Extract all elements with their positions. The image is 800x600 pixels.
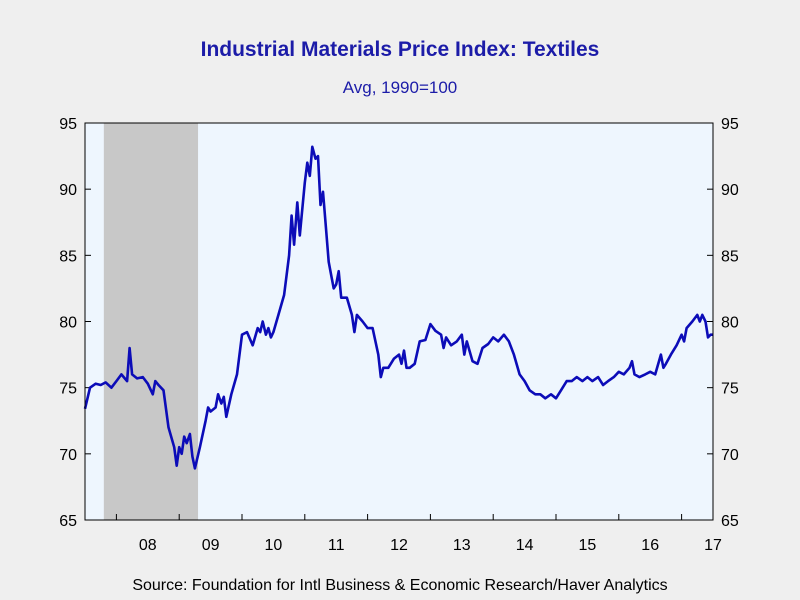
recession-band [103, 123, 199, 520]
y-tick-label-left: 65 [59, 513, 77, 530]
x-tick-label: 17 [704, 537, 722, 554]
chart-subtitle: Avg, 1990=100 [342, 78, 458, 97]
chart-title: Industrial Materials Price Index: Textil… [200, 38, 600, 61]
y-tick-label-left: 80 [59, 315, 77, 332]
x-tick-label: 16 [641, 537, 659, 554]
y-tick-label-left: 90 [59, 182, 77, 199]
y-tick-label-left: 75 [59, 381, 77, 398]
y-tick-label-left: 85 [59, 248, 77, 265]
y-tick-label-right: 75 [721, 381, 739, 398]
x-tick-label: 12 [390, 537, 408, 554]
axis-labels: 65 65 70 70 75 75 80 80 85 85 90 90 95 95 08 09 10 11 12 13… [59, 116, 739, 554]
plot-border [84, 122, 714, 521]
y-tick-label-right: 95 [721, 116, 739, 133]
x-tick-label: 08 [139, 537, 157, 554]
y-tick-label-right: 80 [721, 315, 739, 332]
source-note: Source: Foundation for Intl Business & E… [132, 577, 668, 594]
series-line [83, 145, 713, 470]
x-tick-label: 15 [579, 537, 597, 554]
y-tick-label-right: 85 [721, 248, 739, 265]
x-tick-label: 13 [453, 537, 471, 554]
x-tick-label: 14 [516, 537, 534, 554]
y-tick-label-right: 65 [721, 513, 739, 530]
y-tick-label-left: 70 [59, 447, 77, 464]
y-tick-label-left: 95 [59, 116, 77, 133]
x-tick-label: 09 [202, 537, 220, 554]
y-tick-label-right: 70 [721, 447, 739, 464]
x-tick-label: 11 [328, 537, 345, 554]
y-tick-label-right: 90 [721, 182, 739, 199]
x-tick-label: 10 [265, 537, 283, 554]
